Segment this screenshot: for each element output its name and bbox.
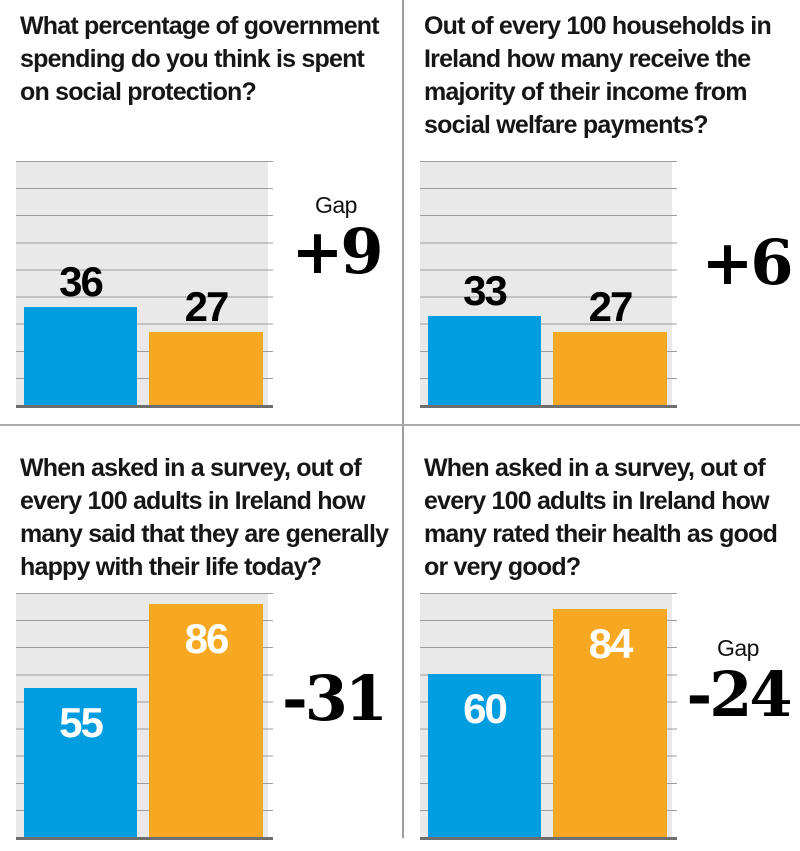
gap-label: Gap <box>717 635 759 661</box>
baseline <box>420 837 677 840</box>
question-text: When asked in a survey, out of every 100… <box>20 454 389 581</box>
perception-bar: 60 <box>428 674 541 837</box>
perception-bar: 36 <box>24 261 137 405</box>
panel-welfare-households: Out of every 100 households in Ireland h… <box>404 0 800 424</box>
gap-value: +9 <box>291 215 383 289</box>
bar-chart: 55 86 <box>16 593 273 840</box>
gap-annotation: Gap -24 <box>686 635 792 732</box>
bar-value-label: 84 <box>588 620 634 667</box>
bar-value-label: 27 <box>184 283 230 330</box>
horizontal-divider <box>0 424 800 426</box>
panel-health-rating: When asked in a survey, out of every 100… <box>404 426 800 851</box>
reality-bar: 84 <box>553 609 667 837</box>
bar-value-label: 60 <box>463 685 508 732</box>
reality-bar: 27 <box>553 286 667 405</box>
panel-government-spending: What percentage of government spending d… <box>0 0 402 424</box>
bar-chart: 36 27 <box>16 161 273 408</box>
perception-bar: 55 <box>24 688 137 837</box>
gap-value: -24 <box>686 658 792 732</box>
question-text: What percentage of government spending d… <box>20 12 380 106</box>
gap-value: -31 <box>282 662 388 735</box>
bar-value-label: 33 <box>463 267 508 314</box>
bar-chart: 60 84 <box>420 593 677 840</box>
gap-label: Gap <box>315 192 357 218</box>
gap-annotation: Gap +9 <box>288 192 384 289</box>
question-text: Out of every 100 households in Ireland h… <box>424 12 772 139</box>
question-text: When asked in a survey, out of every 100… <box>424 454 778 581</box>
gap-value: +6 <box>701 226 793 299</box>
bar-value-label: 55 <box>59 699 104 746</box>
gap-annotation: +6 <box>700 226 793 299</box>
reality-bar: 27 <box>149 286 263 405</box>
bar-chart: 33 27 <box>420 161 677 408</box>
bar-value-label: 36 <box>59 258 104 305</box>
panel-life-happiness: When asked in a survey, out of every 100… <box>0 426 402 851</box>
perception-bar: 33 <box>428 270 541 405</box>
vertical-divider <box>402 0 404 838</box>
bar-value-label: 86 <box>184 615 230 662</box>
reality-bar: 86 <box>149 604 263 837</box>
baseline <box>16 837 273 840</box>
baseline <box>420 405 677 408</box>
baseline <box>16 405 273 408</box>
bar-value-label: 27 <box>588 283 634 330</box>
gap-annotation: -31 <box>282 662 388 735</box>
